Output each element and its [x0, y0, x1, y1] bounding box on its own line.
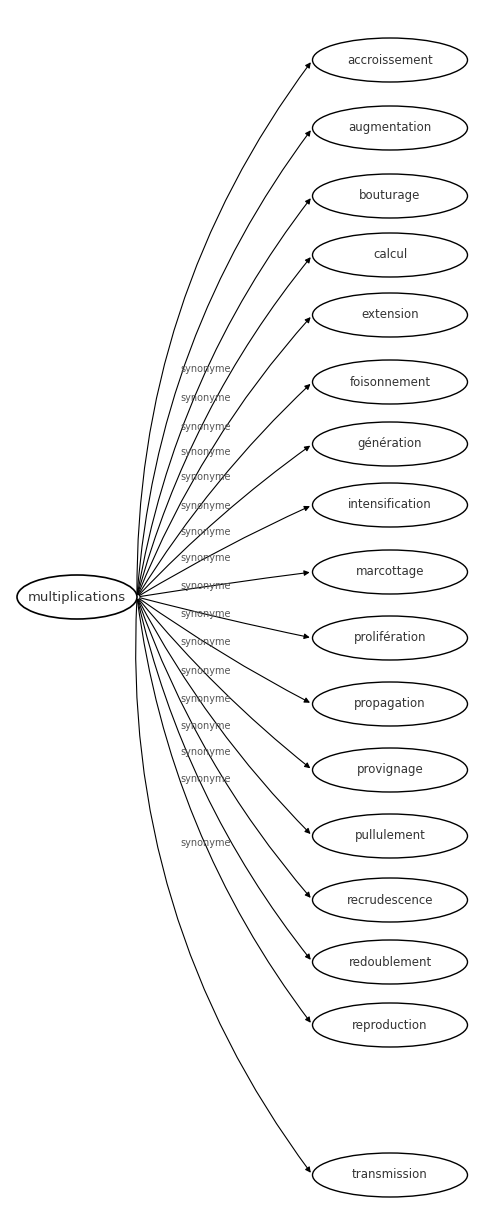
Text: recrudescence: recrudescence — [347, 894, 433, 907]
FancyArrowPatch shape — [139, 598, 309, 702]
Text: bouturage: bouturage — [359, 189, 421, 202]
Text: prolifération: prolifération — [354, 631, 426, 644]
Text: synonyme: synonyme — [181, 747, 231, 757]
Text: synonyme: synonyme — [181, 392, 231, 403]
FancyArrowPatch shape — [140, 570, 309, 597]
FancyArrowPatch shape — [139, 599, 310, 768]
Text: accroissement: accroissement — [347, 53, 433, 67]
FancyArrowPatch shape — [139, 506, 309, 596]
Ellipse shape — [312, 421, 468, 466]
Text: propagation: propagation — [354, 698, 426, 711]
Text: synonyme: synonyme — [181, 472, 231, 482]
Ellipse shape — [312, 550, 468, 595]
Ellipse shape — [312, 293, 468, 337]
Ellipse shape — [17, 575, 137, 619]
Text: synonyme: synonyme — [181, 581, 231, 591]
Text: génération: génération — [358, 437, 422, 450]
Text: extension: extension — [361, 309, 419, 321]
FancyArrowPatch shape — [139, 447, 309, 595]
Text: synonyme: synonyme — [181, 666, 231, 676]
Ellipse shape — [312, 107, 468, 150]
Text: synonyme: synonyme — [181, 637, 231, 648]
Text: multiplications: multiplications — [28, 591, 126, 603]
FancyArrowPatch shape — [137, 599, 310, 959]
Text: transmission: transmission — [352, 1169, 428, 1182]
FancyArrowPatch shape — [137, 131, 310, 595]
Text: intensification: intensification — [348, 499, 432, 511]
Ellipse shape — [312, 814, 468, 859]
Ellipse shape — [312, 940, 468, 985]
Ellipse shape — [312, 233, 468, 277]
FancyArrowPatch shape — [135, 599, 310, 1172]
FancyArrowPatch shape — [138, 599, 310, 833]
Text: synonyme: synonyme — [181, 421, 231, 431]
Text: synonyme: synonyme — [181, 363, 231, 374]
Text: synonyme: synonyme — [181, 553, 231, 563]
Text: redoublement: redoublement — [348, 955, 432, 969]
Text: reproduction: reproduction — [352, 1018, 428, 1032]
Text: synonyme: synonyme — [181, 721, 231, 730]
Text: calcul: calcul — [373, 248, 407, 262]
FancyArrowPatch shape — [138, 258, 310, 595]
Ellipse shape — [312, 748, 468, 792]
Text: synonyme: synonyme — [181, 694, 231, 704]
Ellipse shape — [312, 1153, 468, 1196]
Ellipse shape — [312, 616, 468, 660]
Ellipse shape — [312, 878, 468, 922]
FancyArrowPatch shape — [137, 199, 310, 595]
Text: foisonnement: foisonnement — [350, 375, 431, 389]
FancyArrowPatch shape — [140, 598, 309, 638]
Text: synonyme: synonyme — [181, 838, 231, 848]
Text: synonyme: synonyme — [181, 774, 231, 784]
FancyArrowPatch shape — [137, 599, 310, 1022]
Text: synonyme: synonyme — [181, 609, 231, 619]
Text: marcottage: marcottage — [356, 566, 424, 579]
FancyArrowPatch shape — [138, 599, 310, 897]
Ellipse shape — [312, 682, 468, 727]
FancyArrowPatch shape — [137, 63, 310, 595]
Text: pullulement: pullulement — [355, 830, 426, 843]
Text: augmentation: augmentation — [348, 121, 432, 134]
Ellipse shape — [312, 1003, 468, 1048]
Ellipse shape — [312, 38, 468, 82]
Ellipse shape — [312, 174, 468, 218]
Ellipse shape — [312, 483, 468, 527]
Ellipse shape — [312, 360, 468, 404]
Text: synonyme: synonyme — [181, 527, 231, 536]
FancyArrowPatch shape — [138, 318, 310, 595]
Text: synonyme: synonyme — [181, 500, 231, 511]
FancyArrowPatch shape — [138, 385, 310, 595]
Text: provignage: provignage — [357, 763, 424, 776]
Text: synonyme: synonyme — [181, 447, 231, 457]
